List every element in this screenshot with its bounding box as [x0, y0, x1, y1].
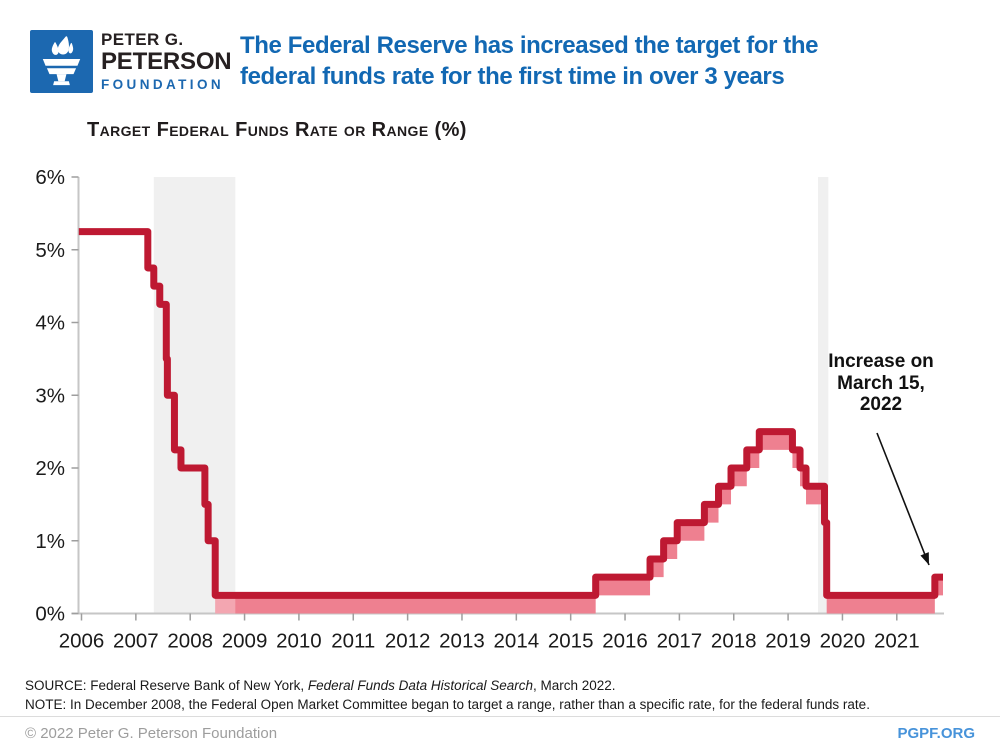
- x-tick-label: 2006: [59, 630, 105, 653]
- source-suffix: , March 2022.: [532, 678, 616, 693]
- y-tick-label: 2%: [35, 457, 65, 480]
- footer: © 2022 Peter G. Peterson Foundation PGPF…: [0, 716, 1000, 750]
- x-tick-label: 2019: [765, 630, 811, 653]
- x-tick-label: 2008: [167, 630, 213, 653]
- logo-text-line3: FOUNDATION: [101, 77, 224, 92]
- x-tick-label: 2014: [494, 630, 540, 653]
- target-rate-line: [78, 228, 943, 599]
- y-tick-label: 3%: [35, 384, 65, 407]
- chart-title: Target Federal Funds Rate or Range (%): [87, 119, 467, 141]
- annotation-arrow: [876, 432, 930, 566]
- source-note-block: SOURCE: Federal Reserve Bank of New York…: [25, 677, 870, 714]
- y-tick-label: 6%: [35, 166, 65, 189]
- x-tick-label: 2010: [276, 630, 322, 653]
- x-tick-label: 2020: [820, 630, 866, 653]
- x-tick-label: 2013: [439, 630, 485, 653]
- annotation-arrowhead: [920, 552, 929, 565]
- y-tick-label: 1%: [35, 530, 65, 553]
- annotation-line-3: 2022: [859, 394, 903, 415]
- pgpf-logo: [30, 30, 93, 93]
- y-tick-label: 4%: [35, 312, 65, 335]
- recession-shading: [817, 177, 829, 614]
- annotation-line-1: Increase on: [828, 351, 934, 372]
- y-tick-label: 0%: [35, 603, 65, 626]
- x-tick-label: 2016: [602, 630, 648, 653]
- x-tick-label: 2012: [385, 630, 431, 653]
- logo-text-line1: PETER G.: [101, 30, 184, 49]
- x-tick-label: 2021: [874, 630, 920, 653]
- copyright: © 2022 Peter G. Peterson Foundation: [25, 725, 278, 742]
- logo-wordmark: PETER G. PETERSON FOUNDATION: [101, 30, 232, 92]
- x-tick-label: 2011: [331, 630, 375, 653]
- note-line: NOTE: In December 2008, the Federal Open…: [25, 696, 870, 712]
- title-line-2: federal funds rate for the first time in…: [240, 63, 785, 90]
- page-title: The Federal Reserve has increased the ta…: [240, 30, 818, 92]
- pgpf-link[interactable]: PGPF.ORG: [897, 725, 975, 742]
- logo-text-line2: PETERSON: [101, 48, 232, 75]
- x-tick-label: 2015: [548, 630, 594, 653]
- torch-icon: [30, 30, 93, 93]
- annotation-increase-march-2022: Increase on March 15, 2022: [816, 351, 946, 416]
- annotation-line-2: March 15,: [837, 372, 925, 394]
- x-tick-label: 2018: [711, 630, 757, 653]
- x-tick-label: 2009: [222, 630, 268, 653]
- source-line: SOURCE: Federal Reserve Bank of New York…: [25, 677, 870, 696]
- x-tick-label: 2017: [657, 630, 703, 653]
- title-line-1: The Federal Reserve has increased the ta…: [240, 32, 819, 59]
- source-prefix: SOURCE: Federal Reserve Bank of New York…: [25, 678, 308, 693]
- y-tick-label: 5%: [35, 239, 65, 262]
- x-tick-label: 2007: [113, 630, 159, 653]
- band-recession-overlap: [215, 595, 236, 614]
- source-italic: Federal Funds Data Historical Search: [307, 678, 533, 693]
